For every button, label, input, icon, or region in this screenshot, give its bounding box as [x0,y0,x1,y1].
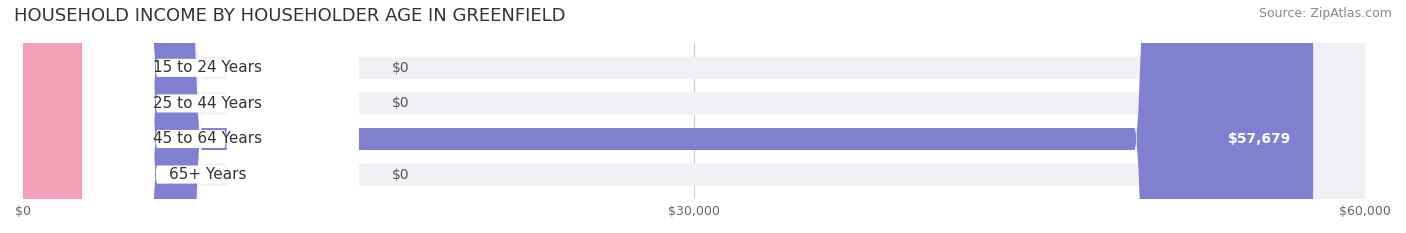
FancyBboxPatch shape [22,0,1365,233]
FancyBboxPatch shape [22,0,359,233]
Text: $0: $0 [392,168,409,182]
Text: 15 to 24 Years: 15 to 24 Years [153,60,262,75]
Circle shape [18,0,82,233]
Circle shape [18,0,82,233]
Text: 45 to 64 Years: 45 to 64 Years [153,131,262,147]
Text: $0: $0 [392,96,409,110]
FancyBboxPatch shape [22,0,1313,233]
Text: 25 to 44 Years: 25 to 44 Years [153,96,262,111]
FancyBboxPatch shape [22,0,1365,233]
FancyBboxPatch shape [22,0,1365,233]
FancyBboxPatch shape [22,0,359,233]
FancyBboxPatch shape [22,0,1365,233]
Text: $0: $0 [392,61,409,75]
Circle shape [18,0,82,233]
Text: Source: ZipAtlas.com: Source: ZipAtlas.com [1258,7,1392,20]
Circle shape [18,0,82,233]
FancyBboxPatch shape [22,0,359,233]
Text: $57,679: $57,679 [1227,132,1291,146]
Text: 65+ Years: 65+ Years [169,167,246,182]
FancyBboxPatch shape [22,0,359,233]
Text: HOUSEHOLD INCOME BY HOUSEHOLDER AGE IN GREENFIELD: HOUSEHOLD INCOME BY HOUSEHOLDER AGE IN G… [14,7,565,25]
